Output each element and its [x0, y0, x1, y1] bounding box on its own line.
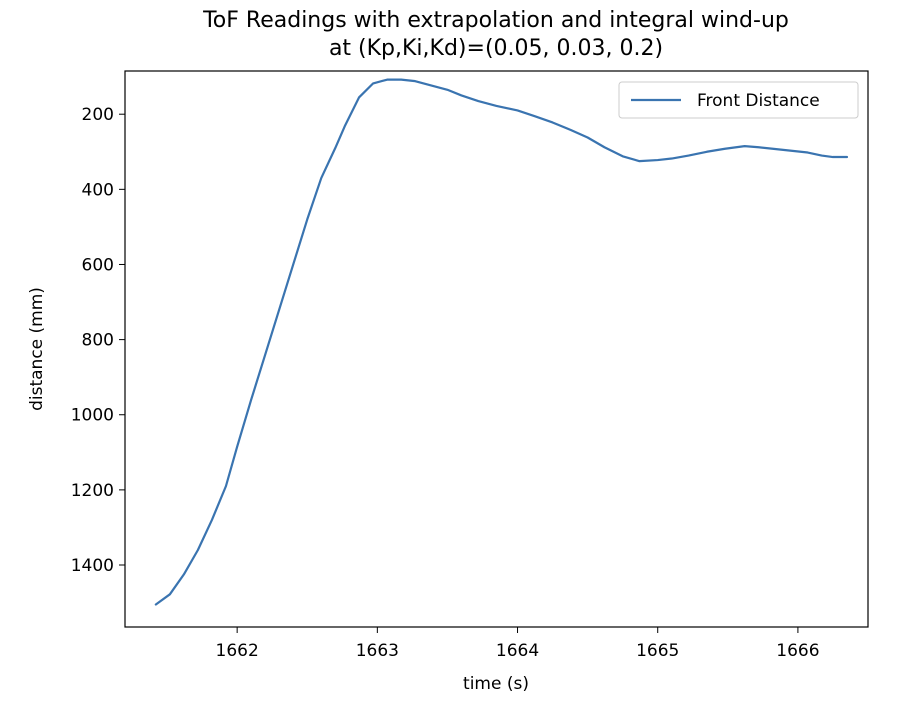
plot-frame — [124, 70, 869, 628]
y-tick-label: 1000 — [71, 406, 114, 426]
x-tick-label: 1663 — [356, 641, 399, 661]
y-tick-label: 800 — [82, 331, 114, 351]
chart-title: ToF Readings with extrapolation and inte… — [202, 8, 789, 33]
x-axis-label: time (s) — [463, 674, 529, 694]
x-tick-label: 1665 — [636, 641, 679, 661]
y-tick-label: 200 — [82, 105, 114, 125]
series-line-front-distance — [154, 78, 849, 606]
y-tick-label: 400 — [82, 180, 114, 200]
y-tick-label: 1200 — [71, 481, 114, 501]
y-axis-label: distance (mm) — [27, 287, 47, 411]
chart-subtitle: at (Kp,Ki,Kd)=(0.05, 0.03, 0.2) — [329, 36, 663, 61]
x-tick-label: 1664 — [496, 641, 539, 661]
y-axis-ticks: 200 400 600 800 1000 1200 1400 — [71, 105, 125, 576]
y-tick-label: 1400 — [71, 556, 114, 576]
x-axis-ticks: 1662 1663 1664 1665 1666 — [216, 627, 820, 661]
legend-label-front-distance: Front Distance — [697, 91, 820, 111]
y-tick-label: 600 — [82, 255, 114, 275]
series-group — [154, 78, 849, 606]
x-tick-label: 1666 — [776, 641, 819, 661]
x-tick-label: 1662 — [216, 641, 259, 661]
legend-box — [618, 81, 859, 119]
legend: Front Distance — [618, 81, 859, 119]
